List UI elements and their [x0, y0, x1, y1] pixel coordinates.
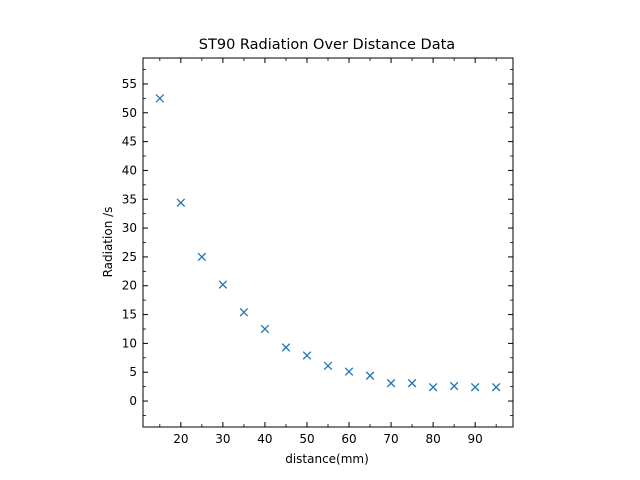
x-axis-ticks: 20 30 40 50 60 70 80 90	[159, 58, 497, 446]
data-point	[428, 382, 438, 392]
y-tick-label: 5	[129, 365, 137, 379]
data-point	[470, 382, 480, 392]
data-point	[491, 382, 501, 392]
data-point	[218, 280, 228, 289]
y-tick-label: 30	[122, 221, 137, 235]
x-tick-label: 40	[257, 432, 272, 446]
x-tick-label: 70	[383, 432, 398, 446]
y-tick-label: 45	[122, 135, 137, 149]
plot-frame	[142, 57, 514, 428]
plot-area: 20 30 40 50 60 70 80 90 0 5 10 15 20 25 30 35 40 45 50 55	[122, 57, 514, 446]
x-tick-label: 50	[299, 432, 314, 446]
data-point	[407, 378, 417, 388]
y-tick-label: 40	[122, 163, 137, 177]
data-point	[365, 371, 375, 380]
data-point	[155, 94, 165, 103]
data-point	[302, 351, 312, 360]
y-tick-label: 35	[122, 192, 137, 206]
x-axis-label: distance(mm)	[285, 452, 369, 466]
data-point	[323, 361, 333, 371]
x-tick-label: 90	[468, 432, 483, 446]
y-tick-label: 55	[122, 77, 137, 91]
data-point	[260, 324, 270, 334]
x-tick-label: 20	[173, 432, 188, 446]
data-point	[239, 308, 249, 317]
chart-title: ST90 Radiation Over Distance Data	[199, 37, 455, 53]
x-tick-label: 80	[425, 432, 440, 446]
data-point	[176, 198, 186, 207]
y-axis-ticks: 0 5 10 15 20 25 30 35 40 45 50 55	[122, 69, 513, 416]
x-tick-label: 30	[215, 432, 230, 446]
data-point	[197, 252, 207, 262]
y-tick-label: 20	[122, 279, 137, 293]
y-tick-label: 50	[122, 106, 137, 120]
data-point	[449, 381, 459, 391]
y-axis-label: Radiation /s	[101, 207, 115, 278]
y-tick-label: 10	[122, 336, 137, 350]
y-tick-label: 25	[122, 250, 137, 264]
data-points	[155, 94, 501, 392]
data-point	[386, 378, 396, 388]
data-point	[281, 343, 291, 352]
y-tick-label: 15	[122, 308, 137, 322]
x-tick-label: 60	[341, 432, 356, 446]
data-point	[344, 367, 354, 376]
y-tick-label: 0	[129, 394, 137, 408]
